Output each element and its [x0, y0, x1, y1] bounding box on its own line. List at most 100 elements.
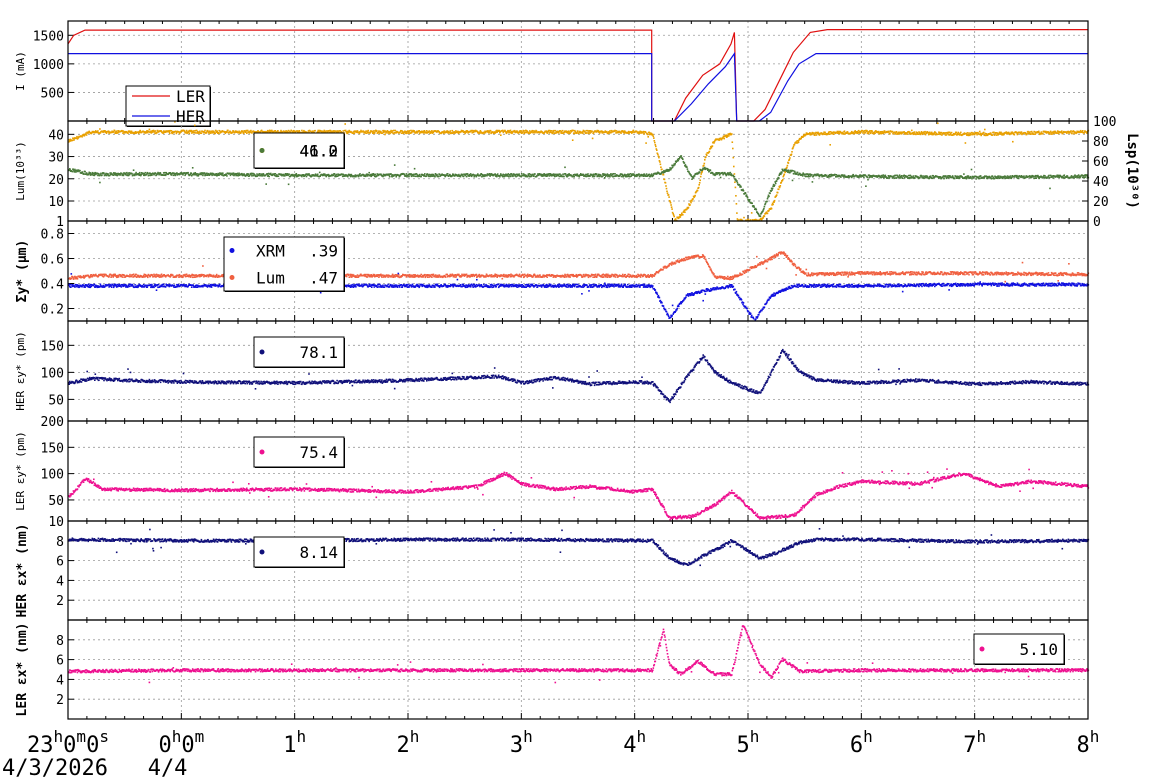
data-point: [779, 185, 782, 187]
data-point: [243, 173, 245, 175]
data-point: [271, 174, 274, 177]
data-point: [751, 202, 753, 205]
data-point: [829, 131, 832, 133]
data-point: [423, 174, 426, 177]
data-point: [414, 175, 417, 178]
data-point: [347, 131, 350, 134]
data-point: [792, 147, 794, 149]
data-point: [511, 132, 513, 135]
data-point: [410, 132, 413, 134]
data-point: [960, 131, 962, 134]
data-point: [683, 162, 686, 164]
data-point: [135, 273, 137, 276]
data-point: [681, 212, 683, 215]
y-tick-label: 0.8: [41, 228, 64, 243]
data-point: [182, 174, 184, 176]
data-point: [303, 175, 306, 177]
data-point: [473, 175, 475, 178]
data-point: [284, 130, 286, 133]
data-point: [513, 173, 516, 176]
data-point: [252, 172, 254, 175]
data-point: [744, 192, 747, 194]
data-point: [666, 192, 669, 194]
data-point: [341, 175, 344, 178]
data-point: [336, 130, 339, 132]
data-point: [764, 202, 767, 205]
data-point: [863, 130, 865, 133]
data-point: [735, 178, 737, 181]
data-point: [568, 131, 570, 133]
data-point: [796, 140, 798, 142]
data-point: [169, 132, 171, 135]
data-point: [749, 219, 752, 221]
data-point: [515, 130, 517, 132]
data-point: [395, 175, 397, 178]
data-point: [546, 132, 548, 134]
data-point: [879, 131, 882, 133]
data-point: [543, 131, 546, 134]
data-point: [773, 199, 776, 202]
data-point: [949, 133, 951, 136]
data-point: [566, 130, 569, 133]
data-point: [401, 132, 403, 134]
data-point: [1068, 132, 1071, 134]
data-point: [418, 175, 420, 177]
data-point: [96, 131, 99, 134]
data-point: [344, 129, 347, 132]
data-point: [528, 173, 531, 175]
data-point: [669, 200, 671, 203]
data-point: [709, 147, 712, 150]
data-point: [969, 132, 972, 135]
data-point: [508, 175, 510, 178]
data-point: [815, 134, 818, 136]
data-point: [147, 131, 149, 134]
data-point: [813, 132, 815, 134]
data-point: [106, 172, 108, 175]
data-point: [894, 132, 896, 134]
data-point: [77, 169, 80, 171]
data-point: [595, 173, 598, 175]
data-point: [451, 129, 454, 132]
data-point: [564, 173, 567, 175]
data-point: [709, 169, 712, 172]
data-point: [985, 175, 988, 177]
data-point: [126, 174, 129, 177]
data-point: [486, 174, 488, 177]
panel-frame: [67, 20, 1089, 122]
legend-value: 46.0: [299, 142, 338, 161]
data-point: [969, 134, 971, 136]
data-point: [318, 171, 321, 174]
data-point: [793, 173, 795, 175]
data-point: [938, 131, 940, 133]
data-point: [683, 209, 686, 212]
data-point: [1020, 131, 1023, 133]
data-point: [449, 174, 452, 177]
data-point: [109, 172, 111, 174]
data-point: [110, 172, 112, 174]
data-point: [122, 130, 125, 132]
data-point: [264, 174, 267, 176]
data-point: [699, 179, 701, 182]
data-point: [117, 174, 119, 176]
data-point: [261, 130, 264, 133]
data-point: [290, 130, 293, 132]
data-point: [930, 131, 933, 134]
data-point: [416, 132, 418, 134]
data-point: [364, 131, 366, 133]
data-point: [111, 130, 113, 133]
data-point: [1066, 175, 1069, 177]
data-point: [446, 130, 448, 132]
data-point: [237, 131, 240, 134]
data-point: [124, 131, 127, 134]
data-point: [780, 173, 782, 176]
data-point: [508, 131, 510, 134]
data-point: [496, 131, 498, 133]
data-point: [1070, 130, 1072, 132]
data-point: [226, 131, 228, 133]
data-point: [860, 131, 862, 133]
data-point: [132, 169, 135, 171]
data-point: [494, 173, 496, 175]
data-point: [563, 175, 565, 178]
data-point: [481, 175, 483, 178]
data-point: [139, 129, 141, 132]
